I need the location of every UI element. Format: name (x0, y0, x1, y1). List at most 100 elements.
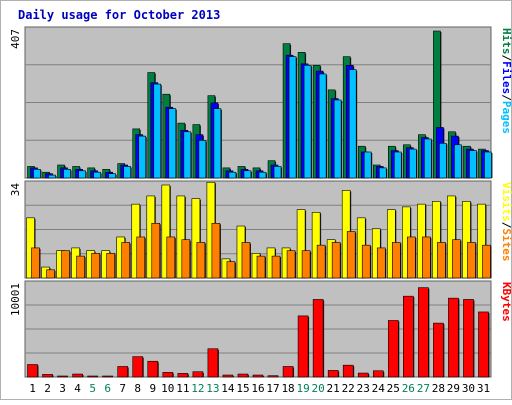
x-tick-label-day-9: 9 (149, 382, 156, 395)
bar-pages-day-12 (199, 140, 206, 178)
bar-kbytes-day-4 (73, 374, 83, 377)
x-tick-label-day-26: 26 (402, 382, 415, 395)
bar-pages-day-2 (49, 175, 56, 178)
bar-kbytes-day-7 (118, 366, 128, 377)
bar-sites-day-18 (287, 251, 295, 278)
bar-kbytes-day-18 (283, 366, 293, 377)
x-tick-label-day-4: 4 (74, 382, 81, 395)
bar-pages-day-18 (289, 57, 296, 178)
x-tick-label-day-1: 1 (29, 382, 36, 395)
bar-sites-day-25 (392, 242, 400, 278)
bar-kbytes-day-21 (328, 370, 338, 377)
bar-sites-day-10 (167, 237, 175, 278)
bar-pages-day-8 (139, 136, 146, 178)
x-tick-label-day-18: 18 (281, 382, 294, 395)
legend-entry-hits: Hits (500, 28, 512, 55)
bar-pages-day-7 (124, 166, 131, 178)
bar-sites-day-15 (242, 242, 250, 278)
bar-sites-day-21 (332, 242, 340, 278)
bar-kbytes-day-27 (418, 288, 428, 377)
bar-pages-day-22 (349, 70, 356, 178)
bar-sites-day-30 (467, 242, 475, 278)
bar-kbytes-day-14 (223, 375, 233, 377)
y-max-label: 34 (9, 183, 22, 197)
panel-hits-files-pages: 407 Hits/Files/Pages (9, 27, 512, 178)
bar-kbytes-day-29 (448, 298, 458, 377)
x-tick-label-day-30: 30 (462, 382, 475, 395)
bar-sites-day-9 (152, 223, 160, 278)
bar-kbytes-day-22 (343, 365, 353, 377)
bar-pages-day-6 (109, 174, 116, 178)
bar-kbytes-day-20 (313, 299, 323, 377)
bar-pages-day-21 (334, 100, 341, 178)
bar-kbytes-day-17 (268, 376, 278, 377)
x-tick-label-day-10: 10 (161, 382, 174, 395)
x-tick-label-day-3: 3 (59, 382, 66, 395)
panel-visits-sites: 34 Visits/Sites (9, 181, 512, 278)
legend-entry-kbytes: KBytes (500, 282, 512, 322)
x-tick-label-day-31: 31 (477, 382, 490, 395)
chart-title: Daily usage for October 2013 (18, 8, 220, 22)
bar-sites-day-24 (377, 248, 385, 278)
bar-sites-day-6 (107, 253, 115, 278)
bar-sites-day-16 (257, 256, 265, 278)
bar-pages-day-30 (469, 151, 476, 178)
bar-kbytes-day-13 (208, 349, 218, 377)
x-tick-label-day-27: 27 (417, 382, 430, 395)
bar-kbytes-day-19 (298, 316, 308, 377)
legend-entry-files: Files (500, 61, 512, 94)
y-max-label: 407 (9, 29, 22, 49)
bar-kbytes-day-16 (253, 375, 263, 377)
bar-kbytes-day-5 (88, 376, 98, 377)
bar-sites-day-22 (347, 232, 355, 279)
bar-sites-day-7 (122, 242, 130, 278)
bar-pages-day-23 (364, 152, 371, 178)
bar-kbytes-day-1 (28, 365, 38, 377)
bar-pages-day-15 (244, 171, 251, 178)
x-tick-label-day-7: 7 (119, 382, 126, 395)
bar-kbytes-day-26 (403, 296, 413, 377)
x-tick-label-day-6: 6 (104, 382, 111, 395)
bar-sites-day-8 (137, 237, 145, 278)
bar-kbytes-day-8 (133, 357, 143, 377)
bar-kbytes-day-3 (58, 376, 68, 377)
bar-pages-day-24 (379, 168, 386, 178)
bar-sites-day-23 (362, 245, 370, 278)
x-tick-label-day-12: 12 (191, 382, 204, 395)
bar-pages-day-10 (169, 109, 176, 178)
bar-pages-day-19 (304, 65, 311, 178)
x-tick-label-day-17: 17 (266, 382, 279, 395)
bar-sites-day-26 (407, 237, 415, 278)
legend-hits-files-pages: Hits/Files/Pages (500, 28, 512, 134)
bar-sites-day-29 (452, 240, 460, 278)
x-tick-label-day-5: 5 (89, 382, 96, 395)
bar-sites-day-5 (92, 253, 100, 278)
bar-pages-day-11 (184, 132, 191, 178)
x-tick-label-day-2: 2 (44, 382, 51, 395)
bar-sites-day-31 (482, 245, 490, 278)
bar-pages-day-28 (439, 143, 446, 178)
bar-pages-day-17 (274, 166, 281, 178)
x-tick-label-day-13: 13 (206, 382, 219, 395)
bar-pages-day-20 (319, 74, 326, 178)
x-tick-label-day-23: 23 (357, 382, 370, 395)
bar-kbytes-day-24 (373, 371, 383, 377)
bar-pages-day-14 (229, 172, 236, 178)
bar-sites-day-27 (422, 237, 430, 278)
x-tick-label-day-19: 19 (296, 382, 309, 395)
x-tick-label-day-20: 20 (312, 382, 325, 395)
legend-visits-sites: Visits/Sites (500, 182, 512, 262)
x-tick-label-day-28: 28 (432, 382, 445, 395)
bar-kbytes-day-10 (163, 372, 173, 377)
legend-entry-pages: Pages (500, 101, 512, 134)
bar-sites-day-14 (227, 262, 235, 278)
bar-sites-day-28 (437, 242, 445, 278)
bar-pages-day-9 (154, 84, 161, 178)
bar-sites-day-1 (32, 248, 40, 278)
bar-pages-day-1 (34, 169, 41, 178)
bar-pages-day-5 (94, 172, 101, 178)
bar-sites-day-4 (77, 256, 85, 278)
x-tick-label-day-29: 29 (447, 382, 460, 395)
